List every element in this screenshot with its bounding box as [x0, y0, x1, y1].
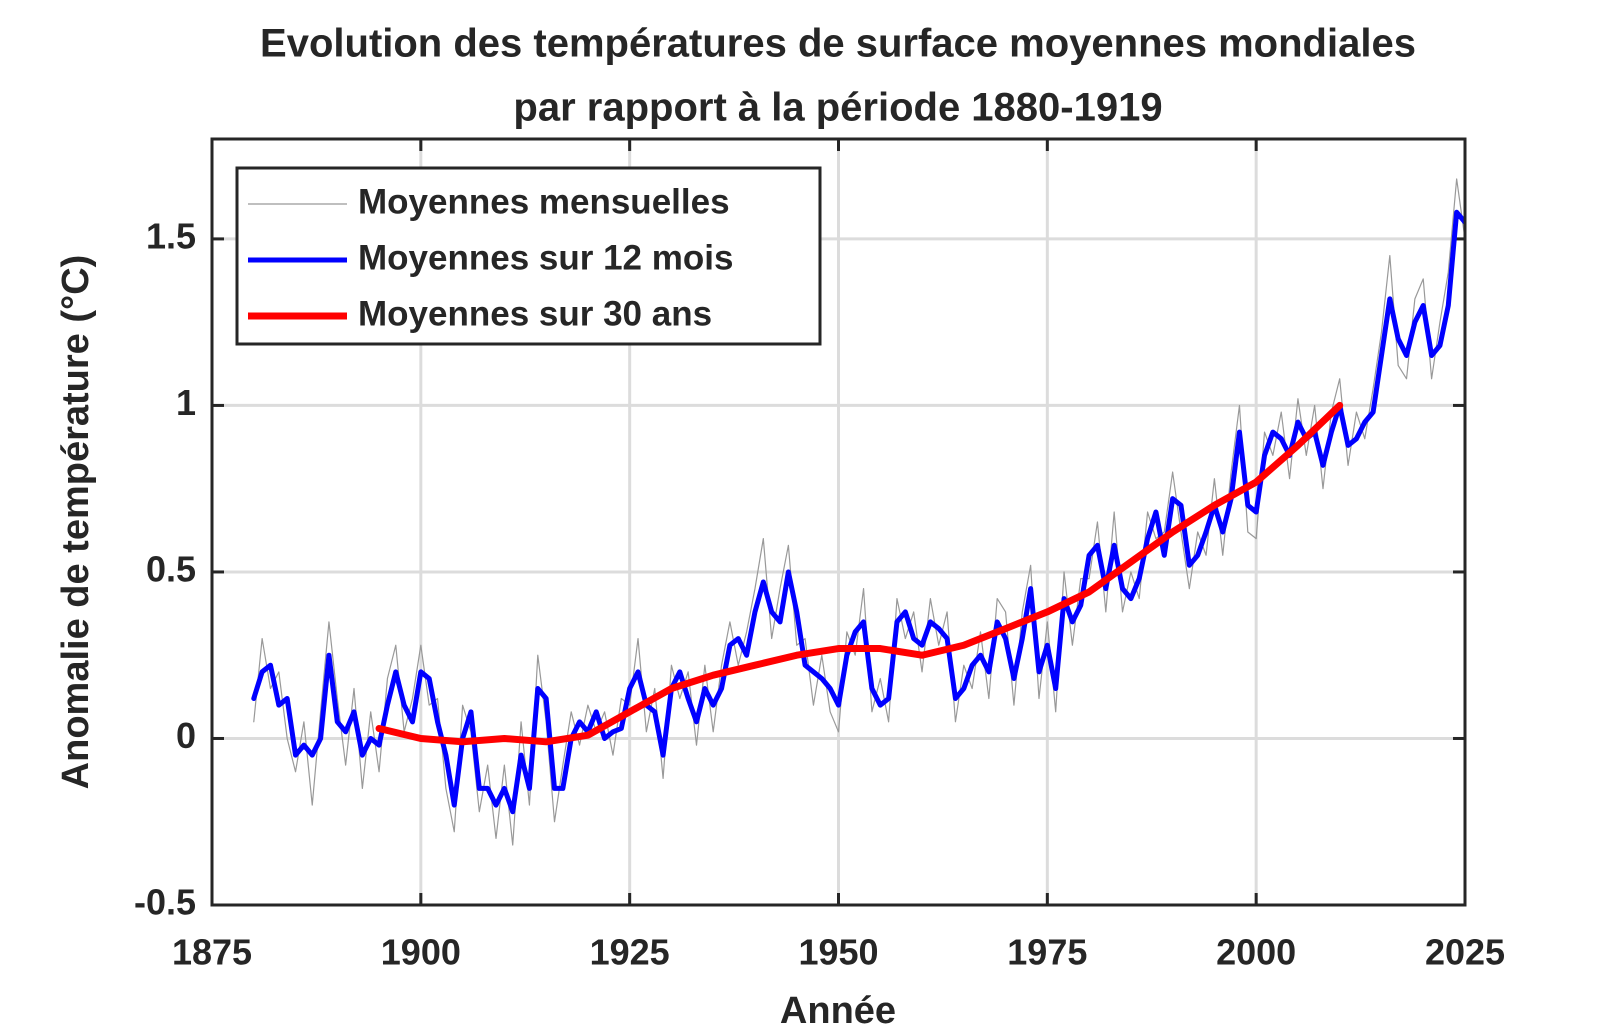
x-tick-label: 1900	[381, 932, 461, 973]
x-tick-label: 1975	[1007, 932, 1087, 973]
y-axis-label: Anomalie de température (°C)	[55, 255, 97, 790]
y-tick-label: 0.5	[146, 548, 196, 589]
legend-label: Moyennes mensuelles	[358, 182, 730, 221]
legend-label: Moyennes sur 12 mois	[358, 238, 733, 277]
x-tick-label: 1925	[590, 932, 670, 973]
legend-label: Moyennes sur 30 ans	[358, 294, 712, 333]
series-line	[375, 401, 1344, 746]
y-tick-label: 0	[176, 715, 196, 756]
x-tick-label: 2025	[1425, 932, 1505, 973]
x-tick-label: 1875	[172, 932, 252, 973]
x-tick-label: 1950	[798, 932, 878, 973]
plot-frame	[210, 137, 1467, 907]
series-line	[253, 178, 1465, 846]
chart-title: Evolution des températures de surface mo…	[260, 22, 1416, 66]
series-line	[251, 209, 1465, 815]
x-tick-label: 2000	[1216, 932, 1296, 973]
y-tick-label: 1	[176, 382, 196, 423]
chart-title: par rapport à la période 1880-1919	[513, 86, 1162, 130]
y-tick-label: 1.5	[146, 215, 196, 256]
y-tick-label: -0.5	[134, 882, 196, 923]
x-axis-label: Année	[780, 990, 896, 1032]
